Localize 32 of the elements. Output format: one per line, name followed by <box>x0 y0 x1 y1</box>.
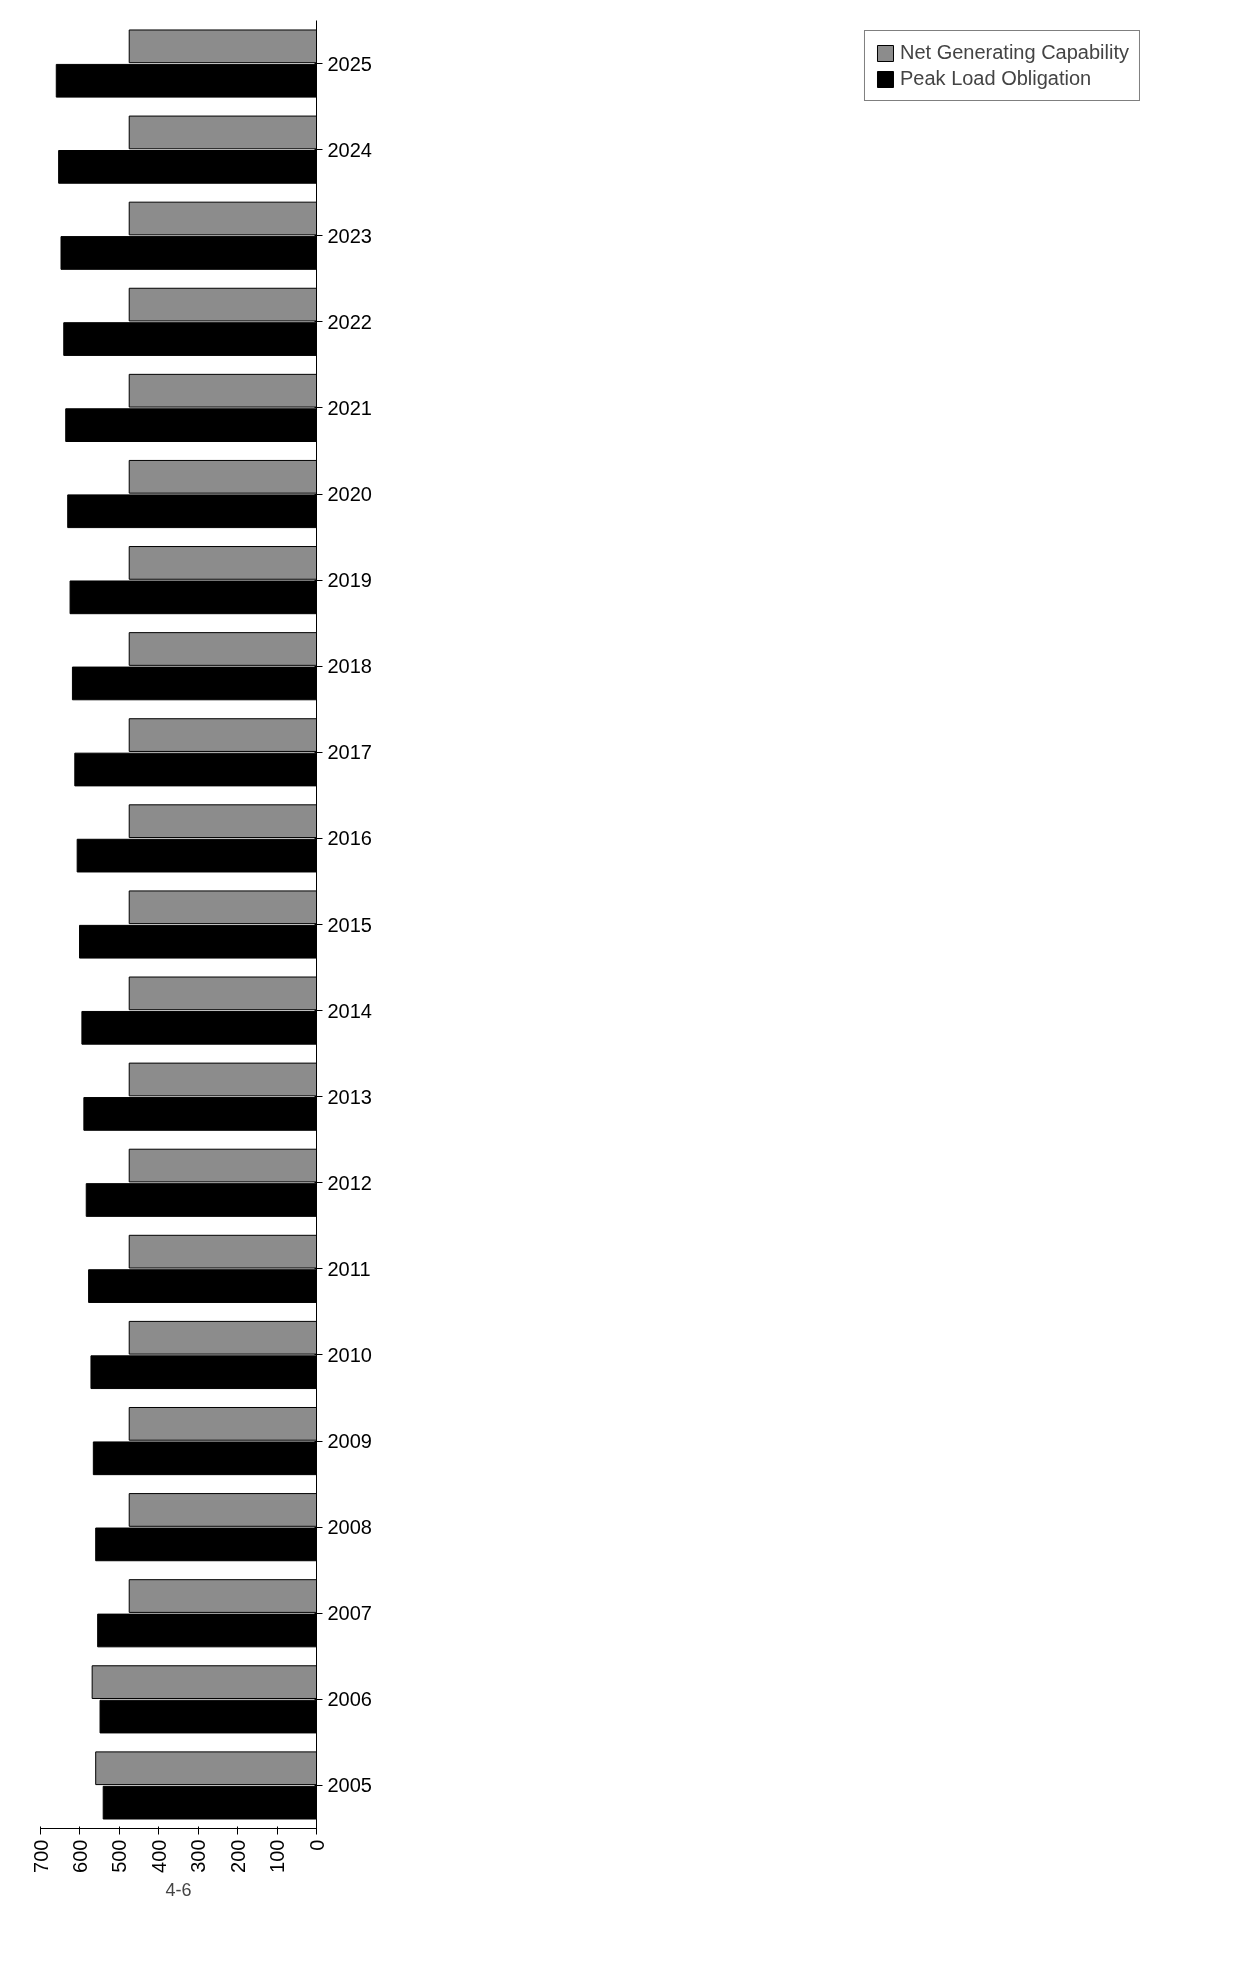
x-tick-label: 500 <box>108 1839 131 1873</box>
y-tick-label: 2015 <box>327 913 372 936</box>
text: 4-6 <box>165 1879 192 1900</box>
y-tick-label: 2007 <box>327 1602 372 1625</box>
y-tick-label: 2009 <box>327 1430 372 1453</box>
legend-label: Peak Load Obligation <box>899 67 1092 90</box>
legend-label: Net Generating Capability <box>899 41 1129 64</box>
x-tick-label: 200 <box>226 1839 249 1873</box>
x-tick-label: 400 <box>147 1839 170 1873</box>
y-tick-label: 2005 <box>327 1774 372 1797</box>
y-tick-label: 2021 <box>327 396 372 419</box>
x-tick-label: 100 <box>266 1839 289 1873</box>
y-tick-label: 2013 <box>327 1085 372 1108</box>
y-tick-label: 2016 <box>327 827 372 850</box>
y-tick-label: 2011 <box>327 1257 371 1280</box>
y-tick-label: 2014 <box>327 999 372 1022</box>
y-tick-label: 2019 <box>327 569 372 592</box>
y-tick-label: 2010 <box>327 1343 372 1366</box>
y-tick-label: 2025 <box>327 52 372 75</box>
y-tick-label: 2017 <box>327 741 372 764</box>
y-tick-label: 2006 <box>327 1688 372 1711</box>
x-tick-label: 700 <box>29 1839 52 1873</box>
y-tick-label: 2012 <box>327 1171 372 1194</box>
y-tick-label: 2008 <box>327 1516 372 1539</box>
y-tick-label: 2023 <box>327 224 372 247</box>
y-tick-label: 2018 <box>327 655 372 678</box>
y-tick-label: 2020 <box>327 483 372 506</box>
x-tick-label: 600 <box>68 1839 91 1873</box>
x-tick-label: 0 <box>305 1839 328 1851</box>
x-tick-label: 300 <box>187 1839 210 1873</box>
y-tick-label: 2024 <box>327 138 372 161</box>
y-tick-label: 2022 <box>327 310 372 333</box>
